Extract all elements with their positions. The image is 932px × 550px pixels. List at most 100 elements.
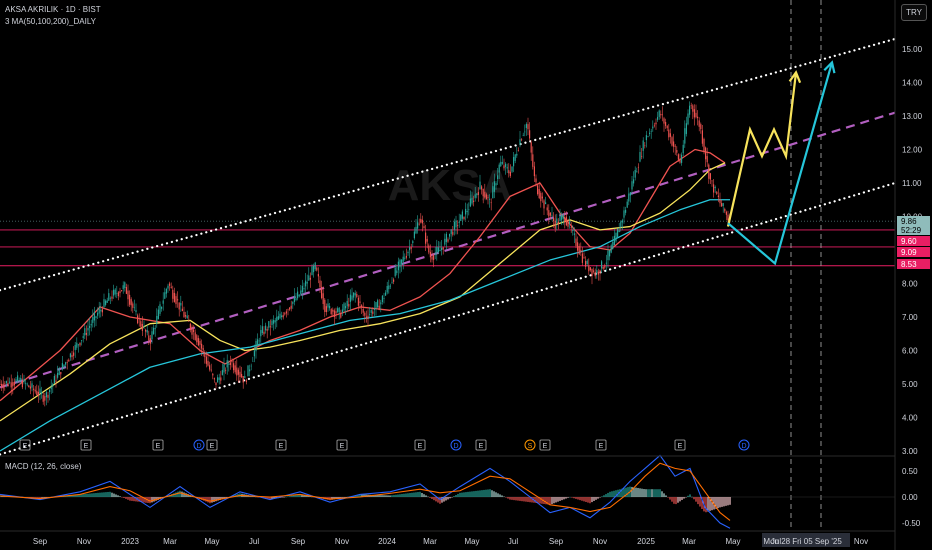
macd-histogram-bar <box>357 494 359 497</box>
price-candle-body <box>301 285 303 293</box>
macd-histogram-bar <box>633 487 635 497</box>
price-candle-body <box>447 239 449 242</box>
earnings-marker-box <box>414 439 426 451</box>
price-candle-body <box>293 296 295 302</box>
price-candle-body <box>263 331 265 335</box>
macd-histogram-bar <box>179 490 181 497</box>
macd-histogram-bar <box>75 494 77 497</box>
price-candle-body <box>13 381 15 386</box>
macd-histogram-bar <box>487 489 489 497</box>
macd-histogram-bar <box>557 497 559 502</box>
macd-histogram-bar <box>673 497 675 504</box>
macd-histogram-bar <box>131 497 133 501</box>
macd-histogram-bar <box>405 493 407 497</box>
price-candle-body <box>196 335 198 343</box>
price-candle-body <box>359 301 361 303</box>
price-candle-body <box>345 306 347 309</box>
price-candle-body <box>34 389 36 392</box>
price-candle-body <box>474 194 476 198</box>
price-label-text: 9.86 <box>901 217 917 226</box>
macd-histogram-bar <box>585 497 587 502</box>
price-label: 9.60 <box>897 236 930 246</box>
price-candle-body <box>49 389 51 393</box>
price-candle-body <box>457 225 459 226</box>
price-candle-body <box>444 238 446 245</box>
macd-histogram-bar <box>623 488 625 497</box>
macd-histogram-bar <box>285 496 287 498</box>
x-tick-label: 2025 <box>637 537 655 546</box>
macd-histogram-bar <box>727 497 729 506</box>
earnings-marker-box <box>674 439 686 451</box>
price-candle-body <box>125 286 127 294</box>
price-candle-body <box>721 203 723 207</box>
price-candle-body <box>487 197 489 198</box>
macd-histogram-bar <box>309 496 311 497</box>
macd-histogram-bar <box>569 497 571 498</box>
earnings-marker-label: E <box>678 443 683 450</box>
macd-histogram-bar <box>113 493 115 497</box>
price-candle-body <box>170 286 172 288</box>
macd-histogram-bar <box>515 497 517 501</box>
price-candle-body <box>341 309 343 313</box>
price-candle-body <box>148 335 150 341</box>
price-candle-body <box>276 316 278 322</box>
price-candle-body <box>465 208 467 215</box>
macd-histogram-bar <box>507 497 509 499</box>
macd-histogram-bar <box>451 497 453 498</box>
earnings-marker-label: E <box>599 443 604 450</box>
price-candle-body <box>381 295 383 302</box>
price-candle-body <box>361 305 363 307</box>
macd-histogram-bar <box>499 494 501 497</box>
price-candle-body <box>258 340 260 342</box>
price-candle-body <box>164 292 166 299</box>
macd-histogram-bar <box>361 494 363 497</box>
macd-histogram-bar <box>421 492 423 497</box>
price-candle-body <box>626 201 628 208</box>
price-candle-body <box>516 153 518 156</box>
macd-histogram-bar <box>273 497 275 499</box>
currency-button[interactable]: TRY <box>901 4 927 21</box>
price-candle-body <box>346 300 348 307</box>
price-candle-body <box>138 318 140 319</box>
price-candle-body <box>689 105 691 115</box>
macd-histogram-bar <box>119 496 121 497</box>
macd-pane: 0.50 0.00 -0.50 <box>0 454 921 529</box>
macd-histogram-bar <box>701 497 703 509</box>
price-candle-body <box>233 363 235 371</box>
price-candle-body <box>437 247 439 253</box>
macd-line <box>0 454 731 529</box>
price-candle-body <box>282 315 284 318</box>
price-candle-body <box>690 105 692 106</box>
price-label-bg <box>897 225 930 235</box>
indicator-title: 3 MA(50,100,200)_DAILY <box>5 17 97 26</box>
price-candle-body <box>57 373 59 378</box>
price-candle-body <box>237 369 239 375</box>
price-candle-body <box>525 123 527 128</box>
macd-histogram-bar <box>109 491 111 497</box>
macd-histogram-bar <box>501 495 503 497</box>
price-candle-body <box>661 114 663 116</box>
price-candle-body <box>250 365 252 367</box>
earnings-marker-box <box>595 439 607 451</box>
x-tick-label: Jul <box>508 537 518 546</box>
date-badge: Mon 28 . <box>763 537 794 546</box>
price-candle-body <box>365 316 367 319</box>
price-candle-body <box>383 298 385 299</box>
x-tick-label: Mar <box>423 537 437 546</box>
moving-averages <box>0 148 730 452</box>
price-candle-body <box>727 214 729 221</box>
price-candle-body <box>129 294 131 305</box>
macd-histogram-bar <box>713 497 715 510</box>
macd-histogram-bar <box>385 495 387 497</box>
price-candle-body <box>682 144 684 154</box>
macd-histogram-bar <box>725 497 727 506</box>
price-candle-body <box>545 202 547 205</box>
price-series <box>0 101 731 407</box>
price-candle-body <box>362 309 364 313</box>
y-tick-label: 15.00 <box>902 45 923 54</box>
price-candle-body <box>273 319 275 324</box>
price-candle-body <box>449 233 451 237</box>
price-candle-body <box>538 189 540 199</box>
macd-histogram-bar <box>457 493 459 497</box>
